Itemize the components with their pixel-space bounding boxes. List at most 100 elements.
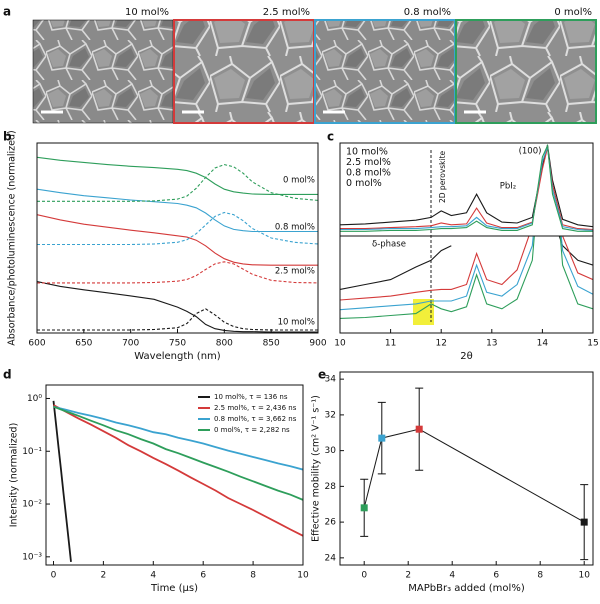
point xyxy=(415,425,423,433)
series-line xyxy=(37,308,318,331)
x-tick-label: 700 xyxy=(122,339,139,349)
x-tick-label: 0 xyxy=(51,571,57,581)
x-tick-label: 600 xyxy=(28,339,45,349)
annotation: (100) xyxy=(519,147,542,157)
y-tick-label: 28 xyxy=(325,482,337,492)
y-axis-label: Absorbance/photoluminescence (normalized… xyxy=(7,130,18,346)
x-tick-label: 6 xyxy=(200,571,206,581)
legend-label: 0 mol% xyxy=(346,178,382,189)
image-label: 10 mol% xyxy=(125,7,169,18)
y-axis-label: Effective mobility (cm² V⁻¹ s⁻¹) xyxy=(311,395,322,542)
series-line xyxy=(37,281,318,333)
axes-frame xyxy=(339,371,594,566)
y-tick-label: 10⁰ xyxy=(27,394,42,404)
x-tick-label: 8 xyxy=(537,571,543,581)
x-tick-label: 2 xyxy=(101,571,107,581)
axes-frame xyxy=(45,384,304,566)
legend-label: 0 mol%, τ = 2,282 ns xyxy=(214,426,290,434)
legend-label: 0.8 mol% xyxy=(346,168,391,179)
sem-image xyxy=(455,19,597,124)
y-tick-label: 24 xyxy=(325,553,337,563)
point xyxy=(378,434,386,442)
y-tick-label: 34 xyxy=(325,375,337,385)
y-tick-label: 30 xyxy=(325,446,337,456)
plot-area xyxy=(360,387,589,561)
annotation: 2D perovskite xyxy=(438,150,447,203)
y-tick-label: 10⁻² xyxy=(22,500,42,510)
series-line xyxy=(37,261,318,284)
series-line xyxy=(53,405,303,501)
x-tick-label: 6 xyxy=(493,571,499,581)
series-line xyxy=(37,188,318,233)
y-axis-label: Intensity (normalized) xyxy=(9,423,20,528)
series-line xyxy=(53,404,303,537)
point xyxy=(580,518,588,526)
series-line xyxy=(52,400,72,562)
sem-image xyxy=(173,19,315,124)
panel-letter: c xyxy=(327,130,334,144)
plot-area xyxy=(52,400,303,562)
legend-label: 10 mol% xyxy=(346,147,388,158)
plot-area xyxy=(37,156,318,333)
x-axis-label: Wavelength (nm) xyxy=(134,351,220,362)
x-tick-label: 10 xyxy=(297,571,309,581)
series-line xyxy=(340,236,593,311)
x-axis-label: 2θ xyxy=(460,351,472,362)
annotation: 0 mol% xyxy=(283,176,315,186)
panel-letter: e xyxy=(318,368,326,382)
x-tick-label: 4 xyxy=(449,571,455,581)
x-tick-label: 11 xyxy=(385,339,396,349)
x-tick-label: 750 xyxy=(169,339,186,349)
x-tick-label: 4 xyxy=(150,571,156,581)
x-tick-label: 650 xyxy=(75,339,92,349)
panel-a: a 10 mol% 2.5 mol% 0.8 mol% 0 mol% xyxy=(3,5,597,124)
y-tick-label: 10⁻³ xyxy=(22,552,42,562)
x-tick-label: 2 xyxy=(405,571,411,581)
x-tick-label: 10 xyxy=(334,339,346,349)
image-label: 2.5 mol% xyxy=(263,7,310,18)
axes-frame xyxy=(36,142,319,334)
x-tick-label: 900 xyxy=(309,339,326,349)
point xyxy=(360,504,368,512)
x-axis-label: Time (μs) xyxy=(150,583,198,594)
plot-area xyxy=(340,143,593,232)
annotation: 0.8 mol% xyxy=(275,223,315,233)
image-label: 0 mol% xyxy=(554,7,592,18)
y-tick-label: 10⁻¹ xyxy=(22,447,42,457)
x-tick-label: 12 xyxy=(435,339,446,349)
panel-letter: a xyxy=(3,5,11,19)
x-axis-label: MAPbBr₃ added (mol%) xyxy=(408,583,525,594)
x-tick-label: 15 xyxy=(587,339,598,349)
x-tick-label: 0 xyxy=(361,571,367,581)
annotation: 10 mol% xyxy=(278,318,315,328)
panel-letter: d xyxy=(3,368,12,382)
connect-line xyxy=(363,428,585,523)
x-tick-label: 800 xyxy=(216,339,233,349)
x-tick-label: 14 xyxy=(537,339,549,349)
annotation: 2.5 mol% xyxy=(275,267,315,277)
annotation: δ-phase xyxy=(372,240,406,250)
legend-label: 2.5 mol%, τ = 2,436 ns xyxy=(214,404,297,412)
x-tick-label: 10 xyxy=(578,571,590,581)
sem-image xyxy=(32,19,174,124)
y-tick-label: 26 xyxy=(325,518,337,528)
series-line xyxy=(340,236,593,319)
series-line xyxy=(340,143,593,232)
axes-frame xyxy=(339,235,594,334)
y-tick-label: 32 xyxy=(325,410,336,420)
series-line xyxy=(37,164,318,202)
legend-label: 10 mol%, τ = 136 ns xyxy=(214,393,288,401)
series-line xyxy=(37,156,318,195)
legend-label: 2.5 mol% xyxy=(346,157,391,168)
annotation: PbI₂ xyxy=(500,182,516,192)
series-line xyxy=(53,405,303,471)
series-line xyxy=(340,144,593,228)
panel-letter: b xyxy=(3,130,12,144)
plot-area xyxy=(340,236,593,319)
x-tick-label: 8 xyxy=(250,571,256,581)
x-tick-label: 13 xyxy=(486,339,497,349)
legend-label: 0.8 mol%, τ = 3,662 ns xyxy=(214,415,297,423)
series-line xyxy=(340,236,593,290)
series-line xyxy=(340,236,593,301)
